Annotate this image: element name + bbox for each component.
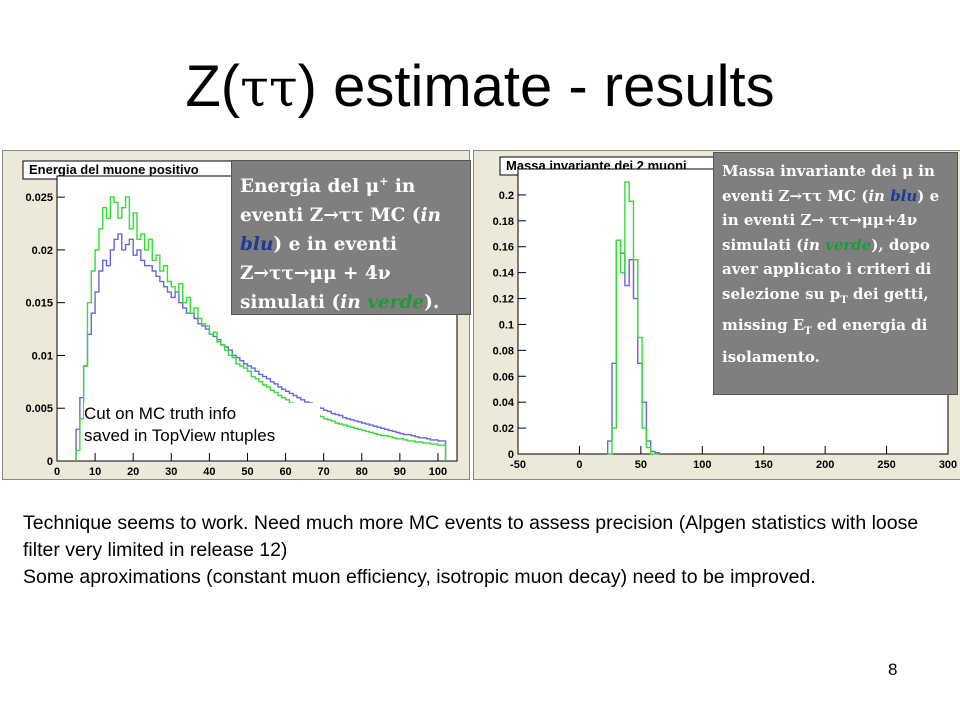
x-tick-label: 50 (635, 459, 647, 471)
x-tick-label: 50 (241, 466, 253, 478)
right-caption: Massa invariante dei μ in eventi Z→ττ MC… (713, 152, 958, 395)
y-tick-label: 0.1 (499, 319, 514, 331)
y-tick-label: 0.02 (32, 245, 53, 257)
x-tick-label: 0 (54, 466, 60, 478)
hist-title: Energia del muone positivo (29, 162, 199, 177)
x-tick-label: 300 (939, 459, 957, 471)
body-line-2: Some aproximations (constant muon effici… (23, 566, 816, 588)
x-tick-label: 200 (816, 459, 834, 471)
x-tick-label: 30 (165, 466, 177, 478)
y-tick-label: 0.12 (493, 294, 514, 306)
y-tick-label: 0.02 (493, 423, 514, 435)
x-tick-label: -50 (510, 459, 526, 471)
x-tick-label: 40 (203, 466, 215, 478)
y-tick-label: 0.06 (493, 371, 514, 383)
y-tick-label: 0.2 (499, 190, 514, 202)
y-tick-label: 0.16 (493, 242, 514, 254)
y-tick-label: 0.025 (25, 192, 53, 204)
x-tick-label: 70 (318, 466, 330, 478)
mc-truth-note: Cut on MC truth info saved in TopView nt… (84, 403, 320, 447)
body-text: Technique seems to work. Need much more … (23, 510, 943, 591)
y-tick-label: 0.005 (25, 403, 53, 415)
x-tick-label: 0 (576, 459, 582, 471)
x-tick-label: 20 (127, 466, 139, 478)
left-caption: Energia del μ+ in eventi Z→ττ MC (in blu… (231, 160, 471, 315)
note-line-2: saved in TopView ntuples (84, 426, 276, 445)
title-suffix: ) estimate - results (297, 54, 775, 119)
y-tick-label: 0.015 (25, 298, 53, 310)
page-number: 8 (888, 660, 898, 679)
histogram-series-2 (75, 196, 447, 461)
x-tick-label: 150 (755, 459, 773, 471)
note-line-1: Cut on MC truth info (84, 404, 237, 423)
title-prefix: Z( (185, 54, 241, 119)
y-tick-label: 0.14 (493, 268, 515, 280)
x-tick-label: 10 (89, 466, 101, 478)
histogram-series-1 (75, 233, 447, 461)
x-tick-label: 80 (356, 466, 368, 478)
x-tick-label: 250 (877, 459, 895, 471)
y-tick-label: 0 (47, 456, 53, 468)
y-tick-label: 0.08 (493, 345, 514, 357)
slide-title: Z(ττ) estimate - results (0, 52, 960, 124)
body-line-1: Technique seems to work. Need much more … (23, 512, 919, 561)
y-tick-label: 0.18 (493, 216, 514, 228)
y-tick-label: 0.01 (32, 350, 53, 362)
y-tick-label: 0.04 (493, 397, 515, 409)
x-tick-label: 100 (693, 459, 711, 471)
x-tick-label: 60 (279, 466, 291, 478)
x-tick-label: 90 (394, 466, 406, 478)
histogram-series-2 (607, 181, 660, 455)
title-greek: ττ (240, 59, 298, 119)
y-tick-label: 0 (508, 449, 514, 461)
x-tick-label: 100 (429, 466, 447, 478)
